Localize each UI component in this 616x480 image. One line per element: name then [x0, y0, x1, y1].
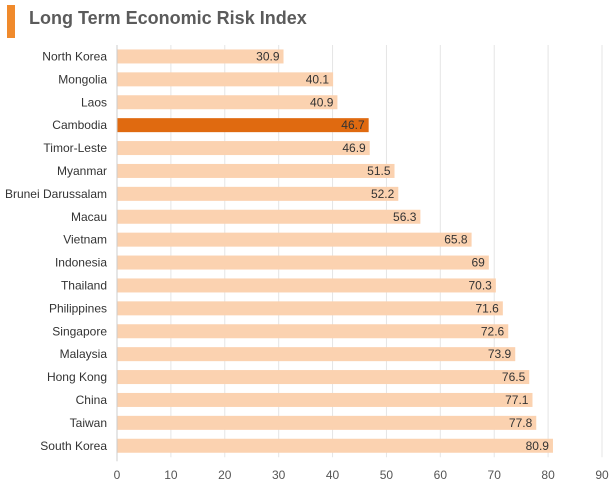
data-label: 69	[471, 256, 485, 270]
category-label: Malaysia	[60, 347, 108, 361]
bar	[117, 72, 334, 87]
data-label: 65.8	[444, 233, 468, 247]
data-label: 71.6	[475, 301, 499, 315]
x-tick-label: 0	[114, 468, 121, 480]
data-label: 46.9	[342, 141, 366, 155]
bar	[117, 370, 530, 385]
data-label: 40.9	[310, 95, 334, 109]
bar	[117, 49, 284, 64]
category-label: Vietnam	[63, 233, 107, 247]
bar	[117, 278, 496, 293]
bar	[117, 301, 503, 316]
data-label: 77.8	[509, 416, 533, 430]
bar	[117, 347, 516, 362]
bar	[117, 392, 533, 407]
bar	[117, 232, 472, 247]
category-label: Brunei Darussalam	[5, 187, 107, 201]
category-label: Macau	[71, 210, 107, 224]
x-tick-label: 80	[541, 468, 555, 480]
title-accent-bar	[7, 5, 15, 38]
data-label: 52.2	[371, 187, 395, 201]
category-label: South Korea	[40, 439, 107, 453]
category-label: Taiwan	[70, 416, 107, 430]
bar	[117, 438, 553, 453]
bar	[117, 163, 395, 178]
bar	[117, 186, 399, 201]
category-label: Singapore	[52, 324, 107, 338]
chart-title: Long Term Economic Risk Index	[29, 8, 307, 28]
category-label: Timor-Leste	[43, 141, 107, 155]
data-label: 76.5	[502, 370, 526, 384]
category-label: North Korea	[42, 49, 107, 63]
category-label: China	[76, 393, 108, 407]
data-label: 40.1	[306, 72, 330, 86]
category-label: Cambodia	[52, 118, 107, 132]
category-label: Myanmar	[57, 164, 107, 178]
category-label: Mongolia	[58, 72, 107, 86]
data-label: 77.1	[505, 393, 529, 407]
data-label: 73.9	[488, 347, 512, 361]
x-tick-label: 20	[218, 468, 232, 480]
data-label: 70.3	[468, 278, 492, 292]
category-label: Laos	[81, 95, 107, 109]
data-label: 56.3	[393, 210, 417, 224]
bar	[117, 209, 421, 224]
x-tick-label: 10	[164, 468, 178, 480]
bar	[117, 324, 509, 339]
x-tick-label: 60	[434, 468, 448, 480]
bar	[117, 255, 489, 270]
category-label: Philippines	[49, 301, 107, 315]
x-tick-label: 50	[380, 468, 394, 480]
data-label: 51.5	[367, 164, 391, 178]
data-label: 80.9	[526, 439, 550, 453]
category-label: Indonesia	[55, 256, 107, 270]
bar	[117, 118, 369, 133]
bar	[117, 95, 338, 110]
bar	[117, 141, 370, 156]
data-label: 72.6	[481, 324, 505, 338]
bar	[117, 415, 537, 430]
x-tick-label: 90	[595, 468, 609, 480]
data-label: 30.9	[256, 49, 280, 63]
category-label: Hong Kong	[47, 370, 107, 384]
data-label: 46.7	[341, 118, 365, 132]
category-label: Thailand	[61, 278, 107, 292]
x-tick-label: 70	[488, 468, 502, 480]
x-tick-label: 40	[326, 468, 340, 480]
x-tick-label: 30	[272, 468, 286, 480]
